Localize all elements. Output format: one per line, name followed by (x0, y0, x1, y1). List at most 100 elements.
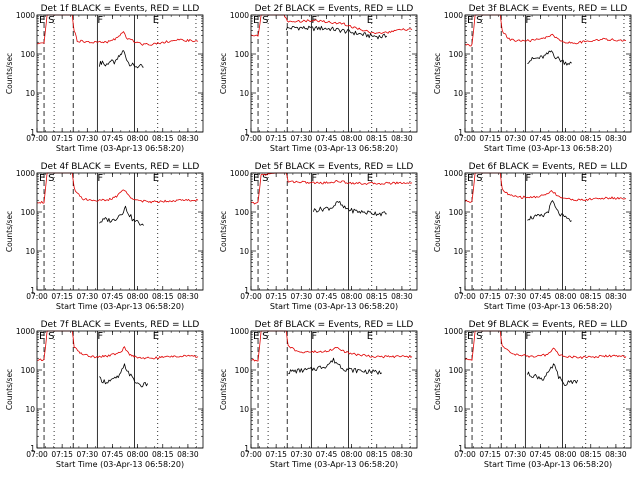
detector-panel: Det 1f BLACK = Events, RED = LLD Counts/s… (5, 4, 204, 153)
y-tick-label: 1000 (16, 11, 35, 20)
y-tick-label: 10 (453, 405, 463, 414)
y-tick-label: 1000 (230, 11, 249, 20)
x-tick-label: 08:00 (127, 450, 149, 459)
panel-title: Det 7f BLACK = Events, RED = LLD (41, 320, 200, 330)
x-tick-label: 07:15 (265, 450, 287, 459)
y-axis-label: Counts/sec (219, 369, 228, 410)
y-tick-label: 1000 (444, 169, 463, 178)
plot-frame (36, 14, 204, 133)
x-tick-label: 07:30 (504, 292, 526, 301)
x-axis-label: Start Time (03-Apr-13 06:58:20) (56, 460, 184, 469)
x-tick-label: 07:00 (26, 292, 48, 301)
plot-frame (36, 330, 204, 449)
lld-series-line: LLD (250, 172, 413, 205)
event-marker-label: F (525, 15, 531, 26)
event-marker-label: E (581, 173, 587, 184)
event-marker-label: F (525, 331, 531, 342)
x-tick-label: 08:15 (152, 134, 174, 143)
event-marker-label: E (367, 15, 373, 26)
event-marker-label: E (467, 173, 473, 184)
event-marker-label: E (581, 331, 587, 342)
panel-title: Det 6f BLACK = Events, RED = LLD (469, 162, 628, 172)
event-marker-label: E (467, 331, 473, 342)
event-marker-label: E (153, 173, 159, 184)
y-tick-label: 10 (453, 247, 463, 256)
x-tick-label: 07:30 (76, 450, 98, 459)
x-axis-label: Start Time (03-Apr-13 06:58:20) (484, 302, 612, 311)
x-tick-label: 07:30 (290, 450, 312, 459)
y-tick-label: 10 (239, 89, 249, 98)
y-axis-label: Counts/sec (5, 369, 14, 410)
x-tick-label: 07:00 (240, 292, 262, 301)
x-tick-label: 07:45 (530, 292, 552, 301)
y-tick-label: 1000 (444, 11, 463, 20)
x-tick-label: 08:30 (391, 450, 413, 459)
plot-frame (250, 330, 418, 449)
x-tick-label: 08:30 (605, 450, 627, 459)
lld-series-line: LLD (464, 172, 627, 203)
y-tick-label: 1000 (444, 327, 463, 336)
y-axis-label: Counts/sec (433, 369, 442, 410)
events-series-line: Events (527, 200, 572, 222)
y-axis-label: Counts/sec (433, 53, 442, 94)
x-axis-label: Start Time (03-Apr-13 06:58:20) (270, 144, 398, 153)
lld-series-line: LLD (36, 330, 199, 361)
x-tick-label: 07:15 (479, 450, 501, 459)
y-tick-label: 100 (449, 366, 464, 375)
x-tick-label: 08:30 (605, 292, 627, 301)
detector-panel: Det 5f BLACK = Events, RED = LLD Counts/s… (219, 162, 418, 311)
x-tick-label: 08:15 (366, 292, 388, 301)
x-tick-label: 07:45 (102, 134, 124, 143)
detector-panel: Det 9f BLACK = Events, RED = LLD Counts/s… (433, 320, 632, 469)
x-tick-label: 07:45 (530, 450, 552, 459)
x-tick-label: 08:00 (555, 134, 577, 143)
y-tick-label: 10 (239, 247, 249, 256)
y-tick-label: 1 (244, 444, 249, 453)
x-axis-label: Start Time (03-Apr-13 06:58:20) (270, 302, 398, 311)
detector-panel: Det 7f BLACK = Events, RED = LLD Counts/s… (5, 320, 204, 469)
event-marker-label: E (39, 173, 45, 184)
event-marker-label: S (262, 15, 268, 26)
event-marker-label: E (39, 331, 45, 342)
x-tick-label: 07:00 (240, 134, 262, 143)
y-tick-label: 1 (30, 128, 35, 137)
events-series-line: Events (527, 363, 579, 386)
event-marker-label: S (262, 331, 268, 342)
x-tick-label: 07:15 (265, 292, 287, 301)
event-marker-label: F (311, 331, 317, 342)
x-tick-label: 08:30 (391, 134, 413, 143)
event-marker-label: E (153, 331, 159, 342)
x-tick-label: 08:15 (580, 134, 602, 143)
x-tick-label: 07:15 (479, 134, 501, 143)
y-tick-label: 1 (30, 444, 35, 453)
x-tick-label: 08:15 (366, 450, 388, 459)
event-marker-label: F (97, 331, 103, 342)
panel-title: Det 2f BLACK = Events, RED = LLD (255, 4, 414, 14)
event-marker-label: E (253, 331, 259, 342)
y-tick-label: 1 (244, 286, 249, 295)
y-tick-label: 100 (449, 50, 464, 59)
detector-panel: Det 4f BLACK = Events, RED = LLD Counts/s… (5, 162, 204, 311)
x-tick-label: 07:00 (454, 292, 476, 301)
x-tick-label: 08:15 (152, 292, 174, 301)
x-tick-label: 07:15 (51, 292, 73, 301)
events-series-line: Events (285, 25, 388, 40)
event-marker-label: F (97, 173, 103, 184)
panel-title: Det 1f BLACK = Events, RED = LLD (41, 4, 200, 14)
events-series-line: Events (99, 205, 144, 226)
panel-title: Det 4f BLACK = Events, RED = LLD (41, 162, 200, 172)
events-series-line: Events (99, 50, 144, 69)
panel-title: Det 5f BLACK = Events, RED = LLD (255, 162, 414, 172)
plot-frame (36, 172, 204, 291)
lld-series-line: LLD (464, 330, 627, 361)
x-tick-label: 08:15 (366, 134, 388, 143)
events-series-line: Events (288, 357, 383, 375)
x-tick-label: 07:45 (102, 450, 124, 459)
x-tick-label: 07:15 (51, 450, 73, 459)
y-tick-label: 100 (21, 50, 36, 59)
event-marker-label: S (48, 331, 54, 342)
event-marker-label: S (476, 15, 482, 26)
y-tick-label: 100 (21, 366, 36, 375)
y-tick-label: 1 (244, 128, 249, 137)
x-tick-label: 08:30 (177, 134, 199, 143)
